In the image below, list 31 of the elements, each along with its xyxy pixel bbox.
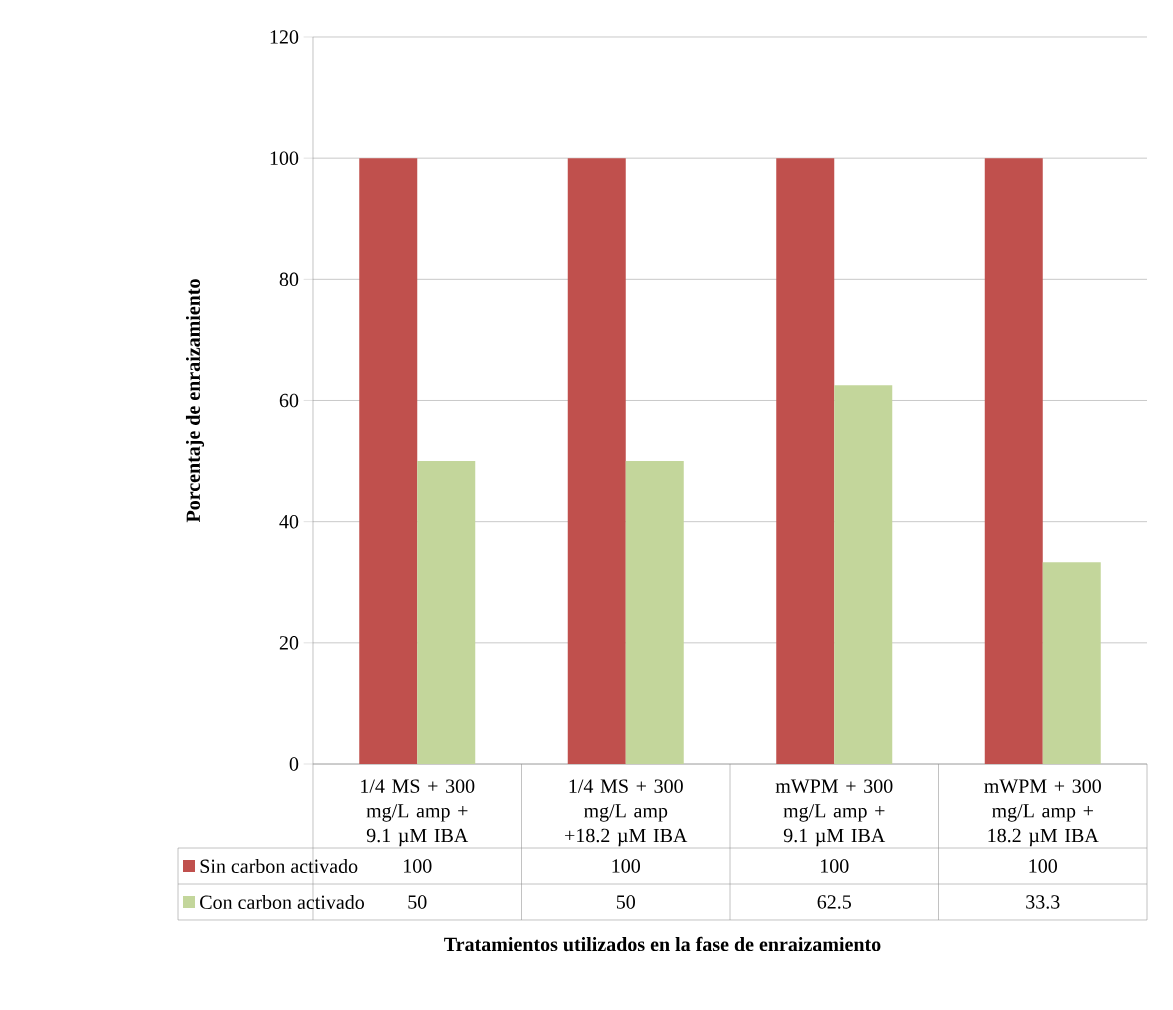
x-tick-label: mWPM + 300 mg/L amp + 9.1 µM IBA [775,779,893,847]
y-tick-label: 40 [279,514,299,529]
x-axis-title: Tratamientos utilizados en la fase de enraizamiento [444,936,881,952]
bar [834,385,893,764]
bar [984,158,1043,764]
y-axis-title: Porcentaje de enraizamiento [185,279,205,523]
data-label: 33.3 [1026,895,1060,909]
bar [625,461,684,764]
y-tick-label: 100 [270,151,299,165]
data-label: 100 [404,859,432,873]
x-tick-label: 1/4 MS + 300 mg/L amp +18.2 µM IBA [565,779,688,847]
bar [776,158,835,764]
bar [1042,562,1101,764]
data-label: 50 [408,895,427,909]
y-tick-label: 80 [279,272,299,287]
data-label: 50 [616,895,635,909]
data-label: 62.5 [817,895,851,909]
x-tick-label: mWPM + 300 mg/L amp + 18.2 µM IBA [984,779,1101,847]
y-tick-label: 120 [270,30,299,44]
legend-label: Con carbon activado [200,894,365,910]
y-tick-label: 20 [279,636,299,650]
data-label: 100 [1029,859,1057,873]
bar [359,158,418,764]
data-label: 100 [821,859,849,873]
data-label: 100 [612,859,640,873]
legend-label: Sin carbon activado [200,858,358,874]
y-tick-label: 0 [289,757,299,771]
y-tick-label: 60 [279,393,299,408]
bar [417,461,476,764]
x-tick-label: 1/4 MS + 300 mg/L amp + 9.1 µM IBA [361,779,475,847]
bar [567,158,626,764]
